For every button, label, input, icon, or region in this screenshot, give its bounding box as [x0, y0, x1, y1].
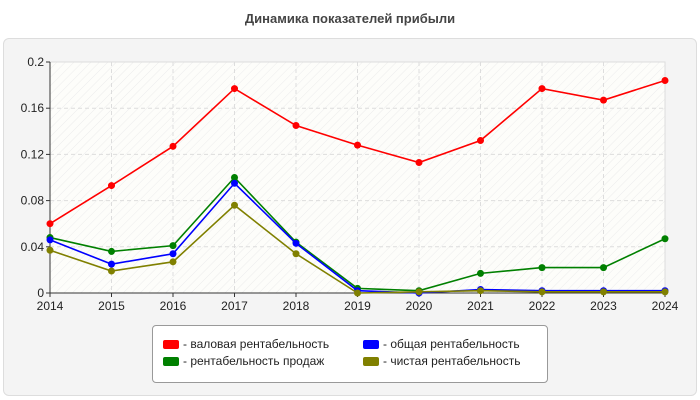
- legend-label: - общая рентабельность: [383, 337, 520, 351]
- data-point: [477, 287, 484, 295]
- data-point: [46, 220, 54, 228]
- y-tick-label: 0.04: [21, 240, 45, 254]
- data-point: [108, 260, 115, 268]
- data-point: [46, 246, 54, 254]
- x-tick-label: 2016: [160, 299, 187, 313]
- y-tick-label: 0.08: [21, 194, 45, 208]
- legend-label: - чистая рентабельность: [383, 354, 521, 368]
- x-tick-label: 2020: [406, 299, 433, 313]
- legend-label: - валовая рентабельность: [183, 337, 330, 351]
- data-point: [477, 137, 484, 145]
- data-point: [538, 288, 546, 296]
- y-tick-label: 0.12: [21, 147, 45, 161]
- data-point: [415, 158, 423, 166]
- x-tick-label: 2021: [467, 299, 494, 313]
- data-point: [292, 122, 300, 130]
- data-point: [354, 141, 361, 149]
- data-point: [169, 250, 177, 258]
- y-tick-label: 0.2: [27, 55, 44, 69]
- data-point: [354, 289, 361, 297]
- y-tick-label: 0: [37, 286, 44, 300]
- data-point: [661, 76, 669, 84]
- x-tick-label: 2022: [529, 299, 556, 313]
- data-point: [231, 85, 238, 93]
- data-point: [661, 235, 669, 243]
- legend-item: - чистая рентабельность: [363, 354, 520, 368]
- data-point: [600, 96, 607, 104]
- data-point: [661, 288, 669, 296]
- data-point: [292, 250, 300, 258]
- data-point: [169, 258, 177, 266]
- legend-swatch: [363, 339, 379, 349]
- legend-item: - общая рентабельность: [363, 337, 520, 351]
- data-point: [415, 288, 423, 296]
- x-tick-label: 2024: [652, 299, 679, 313]
- x-tick-label: 2019: [344, 299, 371, 313]
- legend-label: - рентабельность продаж: [183, 354, 325, 368]
- data-point: [169, 142, 177, 150]
- data-point: [600, 264, 607, 272]
- x-tick-label: 2015: [98, 299, 125, 313]
- data-point: [108, 247, 115, 255]
- chart-title: Динамика показателей прибыли: [244, 11, 456, 26]
- legend-item: - рентабельность продаж: [163, 354, 324, 368]
- legend-swatch: [363, 356, 379, 366]
- x-tick-label: 2023: [590, 299, 617, 313]
- data-point: [538, 85, 546, 93]
- data-point: [538, 264, 546, 272]
- data-point: [108, 182, 115, 190]
- legend-item: - валовая рентабельность: [163, 337, 329, 351]
- data-point: [169, 242, 177, 250]
- y-tick-label: 0.16: [21, 101, 45, 115]
- x-tick-label: 2018: [283, 299, 310, 313]
- data-point: [231, 201, 238, 209]
- data-point: [108, 267, 115, 275]
- legend-swatch: [163, 339, 179, 349]
- data-point: [231, 174, 238, 181]
- chart-legend: - валовая рентабельность - общая рентабе…: [152, 325, 548, 383]
- data-point: [292, 239, 300, 247]
- data-point: [46, 236, 54, 244]
- data-point: [600, 288, 607, 296]
- data-point: [477, 269, 484, 277]
- data-point: [231, 179, 238, 187]
- x-tick-label: 2017: [221, 299, 248, 313]
- legend-swatch: [163, 356, 179, 366]
- x-tick-label: 2014: [37, 299, 64, 313]
